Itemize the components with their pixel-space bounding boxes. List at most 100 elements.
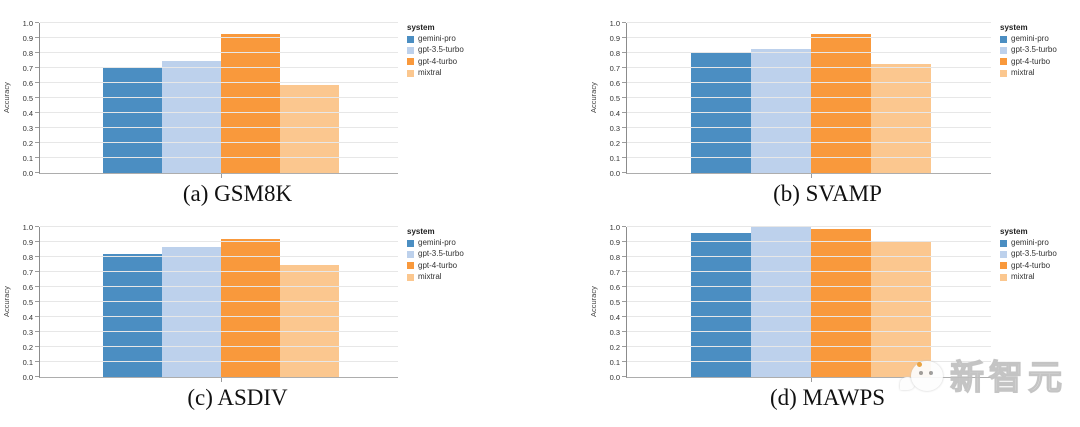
y-tick-mark: [35, 127, 39, 128]
y-tick-label: 0.4: [22, 312, 33, 322]
caption-mawps: (d) MAWPS: [769, 385, 886, 410]
x-axis-tick: [220, 378, 222, 382]
y-tick-label: 0.5: [609, 93, 620, 103]
y-tick-label: 0.3: [609, 327, 620, 337]
legend-label: mixtral: [1011, 68, 1035, 78]
gridline: [627, 142, 991, 143]
gridline: [40, 127, 398, 128]
legend-title: system: [407, 23, 435, 32]
legend-label: gemini-pro: [418, 238, 456, 247]
y-tick-mark: [622, 172, 626, 173]
y-tick-label: 0.8: [22, 48, 33, 58]
gridline: [40, 22, 398, 23]
gridline: [40, 226, 398, 227]
gridline: [40, 286, 398, 287]
legend: system gemini-pro gpt-3.5-turbo gpt-4-turb…: [1000, 227, 1072, 378]
y-tick-label: 1.0: [609, 222, 620, 232]
legend-swatch: [1000, 239, 1007, 247]
gridline: [627, 157, 991, 158]
y-tick-mark: [622, 256, 626, 257]
y-tick-mark: [35, 97, 39, 98]
legend-item-gpt-4-turbo: gpt-4-turbo: [407, 260, 479, 270]
y-tick-mark: [622, 271, 626, 272]
legend: system gemini-pro gpt-3.5-turbo gpt-4-turb…: [1000, 23, 1072, 174]
y-tick-label: 0.2: [609, 342, 620, 352]
y-tick-mark: [622, 241, 626, 242]
y-tick-label: 0.9: [22, 237, 33, 247]
gridline: [40, 331, 398, 332]
legend-swatch: [407, 262, 414, 270]
y-tick-label: 0.6: [609, 282, 620, 292]
legend-swatch: [407, 69, 414, 77]
y-tick-mark: [622, 82, 626, 83]
y-tick-mark: [35, 157, 39, 158]
plot-area: [626, 226, 991, 382]
bar-gpt-4-turbo: [810, 33, 871, 173]
y-tick-label: 0.5: [609, 297, 620, 307]
legend-item-mixtral: mixtral: [1000, 68, 1072, 78]
gridline: [627, 112, 991, 113]
y-tick-label: 0.9: [609, 33, 620, 43]
legend-label: mixtral: [418, 68, 442, 78]
legend-item-mixtral: mixtral: [1000, 272, 1072, 282]
y-tick-label: 0.3: [22, 123, 33, 133]
y-tick-label: 0.5: [22, 93, 33, 103]
y-axis: 0.0 0.1 0.2 0.3 0.4 0.5 0.6 0.7 0.8 0.9 1.0: [600, 19, 626, 176]
y-tick-label: 0.3: [22, 327, 33, 337]
bar-gemini-pro: [690, 53, 751, 173]
y-tick-mark: [35, 22, 39, 23]
bar-gpt-3.5-turbo: [161, 60, 221, 173]
y-tick-label: 1.0: [22, 18, 33, 28]
y-tick-mark: [35, 172, 39, 173]
y-tick-mark: [622, 22, 626, 23]
gridline: [627, 22, 991, 23]
y-axis-title: Accuracy: [2, 286, 11, 318]
gridline: [627, 331, 991, 332]
y-axis-title: Accuracy: [2, 82, 11, 114]
y-tick-label: 0.4: [609, 108, 620, 118]
chat-bubble-mascot-icon: [898, 351, 950, 399]
gridline: [40, 112, 398, 113]
gridline: [40, 142, 398, 143]
legend-swatch: [1000, 58, 1007, 66]
chart-svamp: Accuracy 0.0 0.1 0.2 0.3 0.4 0.5 0.6 0.7 0.8 0.9 1…: [587, 19, 1080, 178]
legend-swatch: [1000, 35, 1007, 43]
legend-label: gpt-4-turbo: [418, 260, 458, 270]
legend-item-gpt-3.5-turbo: gpt-3.5-turbo: [407, 45, 479, 55]
gridline: [627, 301, 991, 302]
legend-swatch: [407, 251, 414, 259]
y-tick-mark: [622, 316, 626, 317]
y-tick-mark: [622, 52, 626, 53]
legend-swatch: [1000, 47, 1007, 55]
legend-label: mixtral: [1011, 272, 1035, 282]
legend-title: system: [407, 227, 435, 236]
legend-item-gpt-4-turbo: gpt-4-turbo: [1000, 57, 1072, 66]
gridline: [627, 82, 991, 83]
legend-items: gemini-pro gpt-3.5-turbo gpt-4-turbo mixtra…: [1000, 238, 1072, 282]
bar-mixtral: [279, 264, 339, 377]
bars-group: [102, 23, 339, 173]
legend-title: system: [1000, 23, 1028, 32]
legend-swatch: [407, 47, 414, 55]
legend-title: system: [1000, 227, 1028, 236]
y-tick-mark: [35, 226, 39, 227]
y-tick-mark: [622, 127, 626, 128]
gridline: [40, 301, 398, 302]
y-tick-mark: [35, 67, 39, 68]
bar-mixtral: [870, 63, 931, 173]
chart-asdiv: Accuracy 0.0 0.1 0.2 0.3 0.4 0.5 0.6 0.7 0.8 0.9 1…: [0, 223, 540, 382]
y-tick-mark: [35, 376, 39, 377]
gridline: [627, 286, 991, 287]
y-tick-mark: [622, 112, 626, 113]
legend-item-gemini-pro: gemini-pro: [407, 238, 479, 247]
y-tick-label: 0.7: [609, 267, 620, 277]
bar-gemini-pro: [102, 68, 162, 173]
y-tick-label: 1.0: [609, 18, 620, 28]
legend-label: gemini-pro: [1011, 238, 1049, 247]
bar-mixtral: [279, 84, 339, 173]
legend-label: gpt-4-turbo: [1011, 260, 1051, 270]
gridline: [627, 241, 991, 242]
legend-label: gpt-4-turbo: [418, 56, 458, 66]
mascot-orange-dot: [917, 361, 922, 367]
gridline: [627, 52, 991, 53]
